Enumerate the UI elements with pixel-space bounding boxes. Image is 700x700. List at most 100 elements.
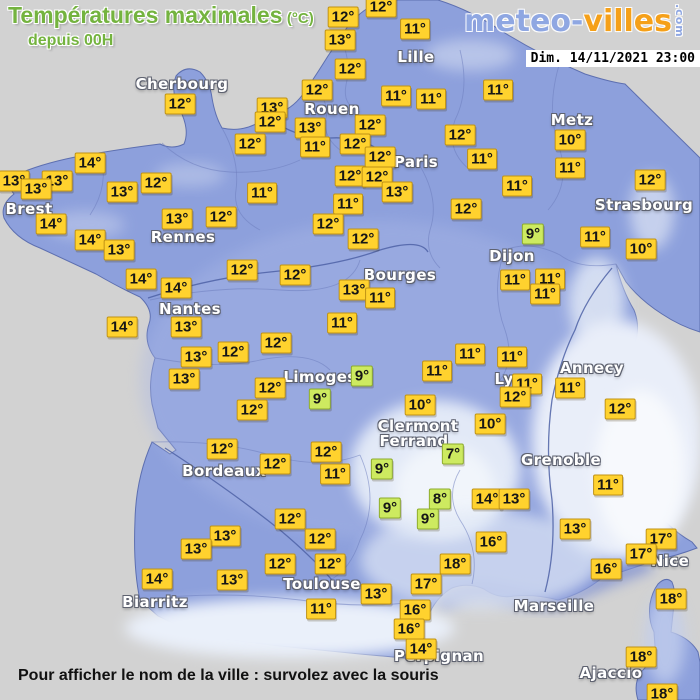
temp-label[interactable]: 14° xyxy=(405,638,437,660)
temp-label[interactable]: 14° xyxy=(35,213,67,235)
temp-label[interactable]: 12° xyxy=(301,79,333,101)
temp-label[interactable]: 12° xyxy=(234,133,266,155)
temp-label[interactable]: 13° xyxy=(324,29,356,51)
temp-label[interactable]: 12° xyxy=(205,206,237,228)
temp-label[interactable]: 11° xyxy=(320,463,350,485)
temp-label[interactable]: 8° xyxy=(428,488,452,510)
temp-label[interactable]: 12° xyxy=(164,93,196,115)
temp-label[interactable]: 13° xyxy=(498,488,530,510)
temp-label[interactable]: 11° xyxy=(400,18,430,40)
temp-label[interactable]: 13° xyxy=(180,346,212,368)
temp-label[interactable]: 12° xyxy=(499,386,531,408)
temp-label[interactable]: 10° xyxy=(474,413,506,435)
temp-label[interactable]: 10° xyxy=(625,238,657,260)
temp-label[interactable]: 12° xyxy=(140,172,172,194)
temp-label[interactable]: 12° xyxy=(334,58,366,80)
temp-label[interactable]: 13° xyxy=(168,368,200,390)
temp-label[interactable]: 11° xyxy=(580,226,610,248)
temp-label[interactable]: 11° xyxy=(365,287,395,309)
temp-label[interactable]: 11° xyxy=(502,175,532,197)
temp-label[interactable]: 7° xyxy=(441,443,465,465)
temp-label[interactable]: 12° xyxy=(254,377,286,399)
temp-label[interactable]: 12° xyxy=(236,399,268,421)
temp-label[interactable]: 11° xyxy=(327,312,357,334)
temp-label[interactable]: 17° xyxy=(645,528,677,550)
temp-label[interactable]: 11° xyxy=(497,346,527,368)
temp-label[interactable]: 11° xyxy=(455,343,485,365)
temp-label[interactable]: 17° xyxy=(410,573,442,595)
temp-label[interactable]: 12° xyxy=(226,259,258,281)
temp-label[interactable]: 16° xyxy=(590,558,622,580)
temp-label[interactable]: 11° xyxy=(416,88,446,110)
temp-label[interactable]: 18° xyxy=(655,588,687,610)
temp-label[interactable]: 12° xyxy=(264,553,296,575)
temp-label[interactable]: 12° xyxy=(365,0,397,18)
temp-label[interactable]: 11° xyxy=(483,79,513,101)
temp-label[interactable]: 11° xyxy=(381,85,411,107)
temp-label[interactable]: 10° xyxy=(404,394,436,416)
temp-label[interactable]: 13° xyxy=(381,181,413,203)
temp-label[interactable]: 12° xyxy=(334,165,366,187)
temp-label[interactable]: 13° xyxy=(209,525,241,547)
temp-label[interactable]: 12° xyxy=(364,146,396,168)
temp-label[interactable]: 11° xyxy=(555,377,585,399)
temp-label[interactable]: 11° xyxy=(530,283,560,305)
temp-label[interactable]: 12° xyxy=(347,228,379,250)
temp-label[interactable]: 9° xyxy=(308,388,332,410)
temp-label[interactable]: 12° xyxy=(327,6,359,28)
temp-label[interactable]: 9° xyxy=(521,223,545,245)
temp-label[interactable]: 12° xyxy=(339,133,371,155)
temp-label[interactable]: 16° xyxy=(475,531,507,553)
temp-label[interactable]: 11° xyxy=(500,269,530,291)
temp-label[interactable]: 11° xyxy=(300,136,330,158)
temp-label[interactable]: 18° xyxy=(625,646,657,668)
temp-label[interactable]: 9° xyxy=(378,497,402,519)
temp-label[interactable]: 13° xyxy=(294,117,326,139)
temp-label[interactable]: 12° xyxy=(604,398,636,420)
temp-label[interactable]: 13° xyxy=(161,208,193,230)
temp-label[interactable]: 13° xyxy=(360,583,392,605)
temp-label[interactable]: 11° xyxy=(593,474,623,496)
temp-label[interactable]: 14° xyxy=(160,277,192,299)
temp-label[interactable]: 12° xyxy=(206,438,238,460)
temp-label[interactable]: 12° xyxy=(314,553,346,575)
temp-label[interactable]: 12° xyxy=(634,169,666,191)
temp-label[interactable]: 11° xyxy=(333,193,363,215)
temp-label[interactable]: 11° xyxy=(467,148,497,170)
temp-label[interactable]: 14° xyxy=(106,316,138,338)
temp-label[interactable]: 13° xyxy=(216,569,248,591)
temp-label[interactable]: 16° xyxy=(399,599,431,621)
temp-label[interactable]: 13° xyxy=(106,181,138,203)
temp-label[interactable]: 12° xyxy=(354,114,386,136)
temp-label[interactable]: 18° xyxy=(439,553,471,575)
temp-label[interactable]: 14° xyxy=(125,268,157,290)
temp-label[interactable]: 14° xyxy=(141,568,173,590)
temp-label[interactable]: 11° xyxy=(247,182,277,204)
temp-label[interactable]: 11° xyxy=(306,598,336,620)
meteo-villes-logo[interactable]: meteo-villes.com xyxy=(464,4,686,39)
temp-label[interactable]: 12° xyxy=(450,198,482,220)
temp-label[interactable]: 9° xyxy=(370,458,394,480)
temp-label[interactable]: 13° xyxy=(180,538,212,560)
temp-label[interactable]: 12° xyxy=(274,508,306,530)
temp-label[interactable]: 13° xyxy=(103,239,135,261)
temp-label[interactable]: 14° xyxy=(74,229,106,251)
temp-label[interactable]: 9° xyxy=(416,508,440,530)
temp-label[interactable]: 17° xyxy=(625,543,657,565)
temp-label[interactable]: 12° xyxy=(254,111,286,133)
temp-label[interactable]: 11° xyxy=(555,157,585,179)
temp-label[interactable]: 11° xyxy=(422,360,452,382)
temp-label[interactable]: 9° xyxy=(350,365,374,387)
temp-label[interactable]: 12° xyxy=(310,441,342,463)
temp-label[interactable]: 12° xyxy=(217,341,249,363)
temp-label[interactable]: 10° xyxy=(554,129,586,151)
temp-label[interactable]: 12° xyxy=(260,332,292,354)
temp-label[interactable]: 13° xyxy=(170,316,202,338)
temp-label[interactable]: 12° xyxy=(312,213,344,235)
temp-label[interactable]: 12° xyxy=(444,124,476,146)
temp-label[interactable]: 16° xyxy=(393,618,425,640)
temp-label[interactable]: 13° xyxy=(559,518,591,540)
temp-label[interactable]: 12° xyxy=(304,528,336,550)
temp-label[interactable]: 12° xyxy=(279,264,311,286)
temp-label[interactable]: 12° xyxy=(259,453,291,475)
